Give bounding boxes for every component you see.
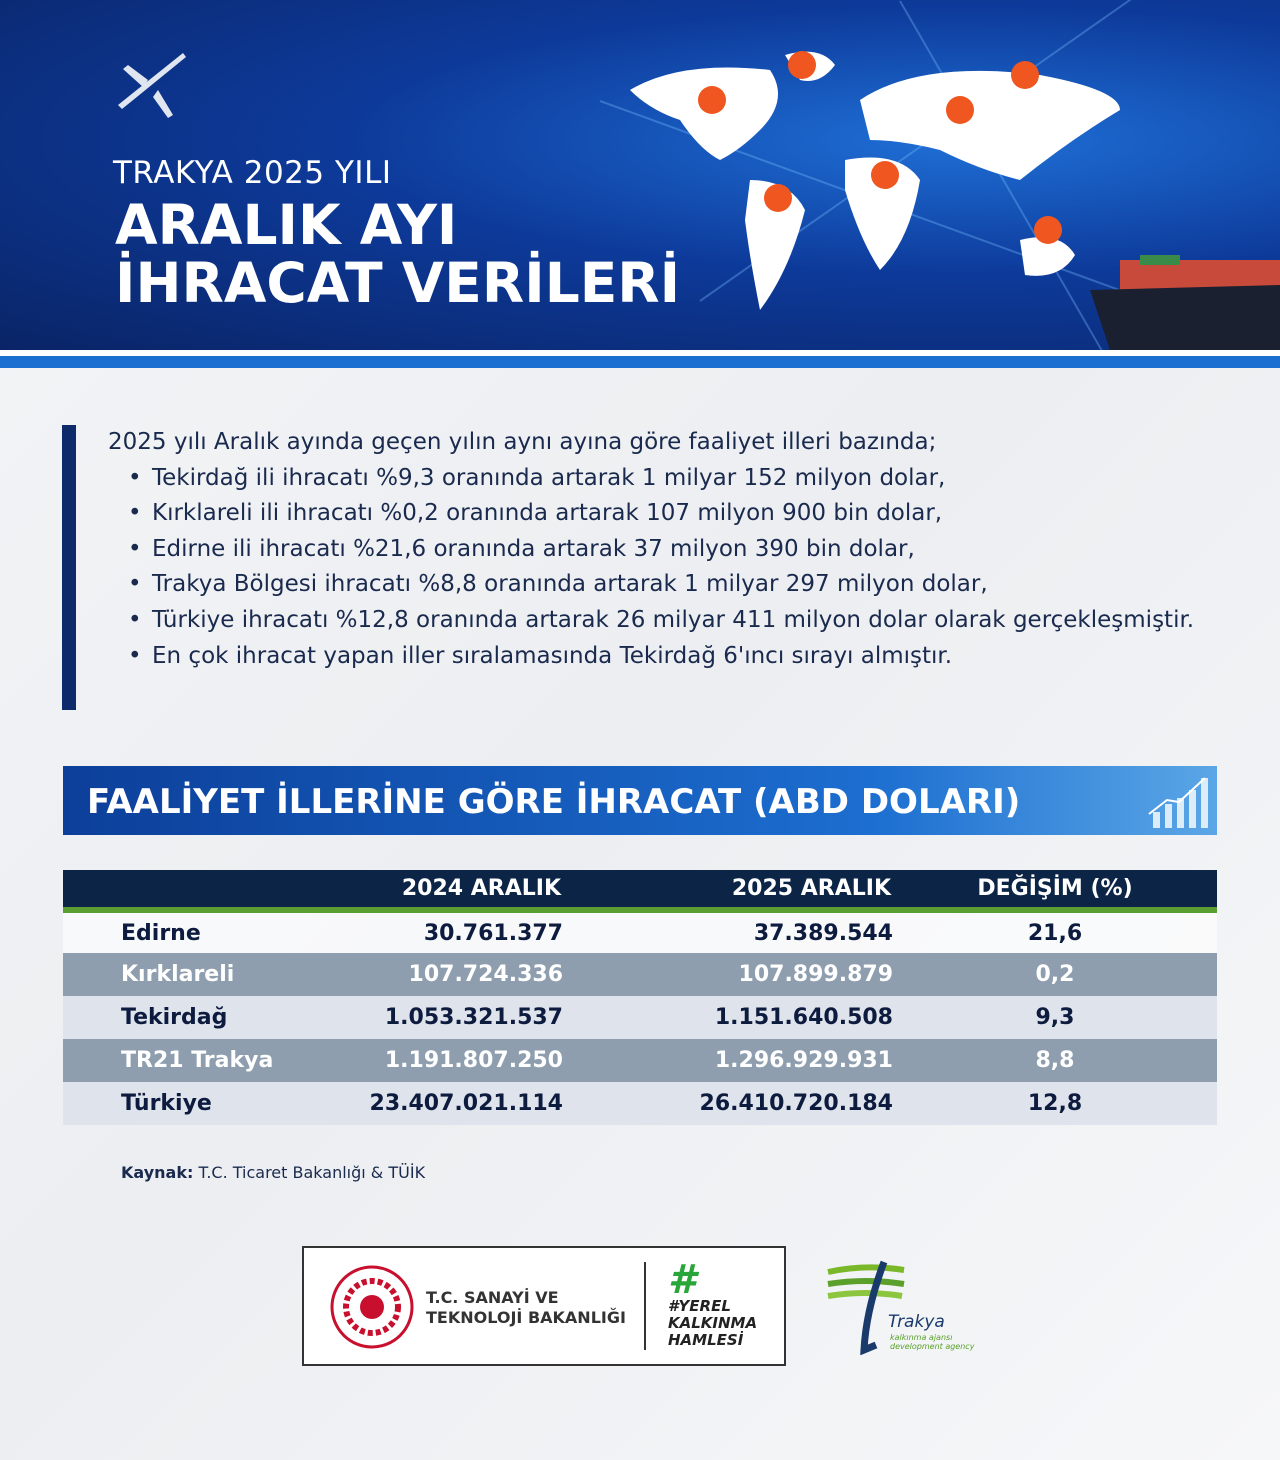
- export-table: 2024 ARALIK 2025 ARALIK DEĞİŞİM (%) Edir…: [63, 870, 1217, 1125]
- ministry-seal-logo: [330, 1265, 414, 1349]
- trakya-agency-logo: Trakya kalkınma ajansı development agenc…: [826, 1260, 986, 1356]
- hero-banner: TRAKYA 2025 YILI ARALIK AYI İHRACAT VERİL…: [0, 0, 1280, 350]
- header-subtitle: TRAKYA 2025 YILI: [113, 155, 392, 191]
- summary-bullet: Tekirdağ ili ihracatı %9,3 oranında arta…: [128, 461, 1194, 497]
- map-pin-icons: [698, 51, 1062, 244]
- campaign-logo: # #YEREL KALKINMA HAMLESİ: [668, 1257, 758, 1349]
- summary-bullet: En çok ihracat yapan iller sıralamasında…: [128, 639, 1194, 675]
- world-map: [630, 51, 1120, 310]
- source-note: Kaynak: T.C. Ticaret Bakanlığı & TÜİK: [121, 1163, 426, 1182]
- table-row: Tekirdağ 1.053.321.537 1.151.640.508 9,3: [63, 996, 1217, 1039]
- table-header: 2024 ARALIK 2025 ARALIK DEĞİŞİM (%): [63, 870, 1217, 913]
- table-row: Edirne 30.761.377 37.389.544 21,6: [63, 910, 1217, 953]
- growth-chart-icon: [1148, 777, 1208, 828]
- summary-bullet: Trakya Bölgesi ihracatı %8,8 oranında ar…: [128, 567, 1194, 603]
- summary-bullet: Türkiye ihracatı %12,8 oranında artarak …: [128, 603, 1194, 639]
- page-title: ARALIK AYI İHRACAT VERİLERİ: [115, 193, 681, 315]
- cargo-ship-image: [1090, 255, 1280, 350]
- table-row: Türkiye 23.407.021.114 26.410.720.184 12,8: [63, 1082, 1217, 1125]
- table-row: TR21 Trakya 1.191.807.250 1.296.929.931 8,8: [63, 1039, 1217, 1082]
- summary-text: 2025 yılı Aralık ayında geçen yılın aynı…: [62, 425, 1194, 710]
- summary-bullet: Kırklareli ili ihracatı %0,2 oranında ar…: [128, 496, 1194, 532]
- airplane-icon: [118, 53, 186, 118]
- table-row: Kırklareli 107.724.336 107.899.879 0,2: [63, 953, 1217, 996]
- summary-lead: 2025 yılı Aralık ayında geçen yılın aynı…: [108, 429, 937, 455]
- ministry-name: T.C. SANAYİ VE TEKNOLOJİ BAKANLIĞI: [426, 1288, 626, 1327]
- divider: [0, 356, 1280, 368]
- logo-box: T.C. SANAYİ VE TEKNOLOJİ BAKANLIĞI # #YERE…: [302, 1246, 786, 1366]
- section-title: FAALİYET İLLERİNE GÖRE İHRACAT (ABD DOLA…: [63, 766, 1217, 835]
- divider: [0, 350, 1280, 356]
- summary-bullet: Edirne ili ihracatı %21,6 oranında artar…: [128, 532, 1194, 568]
- divider: [644, 1262, 646, 1350]
